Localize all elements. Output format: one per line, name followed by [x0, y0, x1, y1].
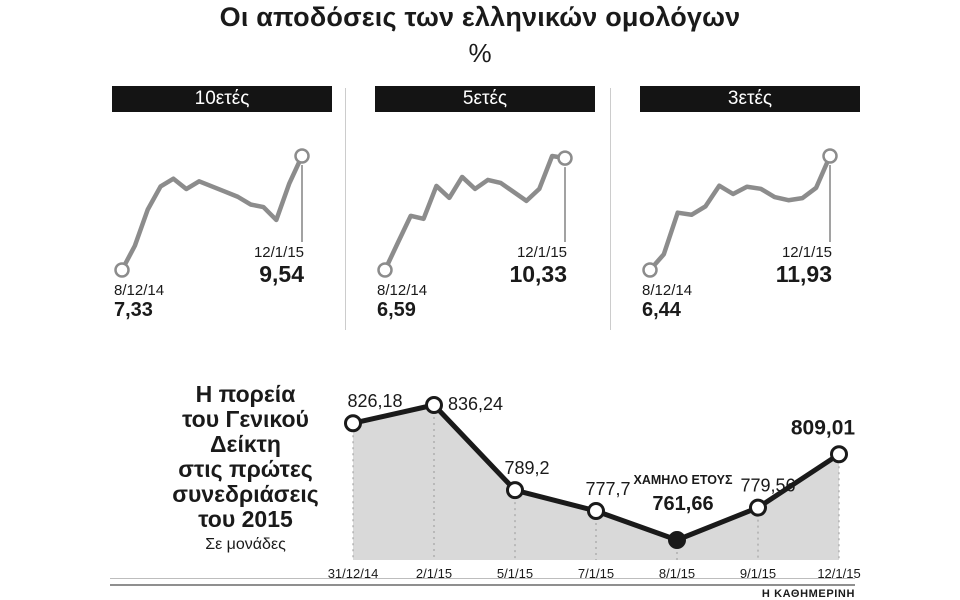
value-label: 761,66: [652, 493, 713, 515]
low-of-year-annotation: ΧΑΜΗΛΟ ΕΤΟΥΣ: [634, 473, 733, 487]
bottom-rule-light: [110, 578, 855, 579]
x-axis-label: 31/12/14: [328, 566, 379, 581]
end-marker: [557, 150, 573, 166]
point-marker: [425, 396, 443, 414]
panel-10-year-header: 10ετές: [112, 86, 332, 112]
sparkline-path: [119, 153, 305, 273]
panel-divider: [345, 88, 346, 330]
index-chart-title: Η πορεία του Γενικού Δείκτη στις πρώτες …: [172, 381, 319, 533]
start-date-label: 8/12/14: [114, 282, 165, 299]
point-marker: [830, 445, 848, 464]
start-value-label: 7,33: [114, 299, 153, 321]
sparkline-path: [382, 153, 568, 273]
value-label: 809,01: [791, 416, 856, 439]
source-label: Η ΚΑΘΗΜΕΡΙΝΗ: [761, 588, 855, 600]
start-marker: [377, 262, 393, 278]
panel-3-year-header: 3ετές: [640, 86, 860, 112]
bottom-rule-dark: [110, 584, 855, 586]
end-value-label: 9,54: [259, 261, 304, 287]
start-marker: [114, 262, 130, 278]
panel-3-year: 3ετές 8/12/14 6,44 12/1/15 11,93: [640, 86, 860, 331]
point-marker: [344, 414, 362, 433]
point-marker: [587, 501, 605, 520]
sparkline-3-year: [642, 148, 838, 278]
x-axis-label: 7/1/15: [578, 566, 614, 581]
end-value-label: 10,33: [509, 261, 567, 287]
end-marker: [822, 148, 838, 164]
value-label: 779,56: [740, 476, 795, 496]
sparkline-path: [647, 153, 833, 273]
general-index-chart: 826,18 836,24 789,2 777,7 761,66 779,56 809,01…: [328, 391, 861, 581]
x-axis-label: 5/1/15: [497, 566, 533, 581]
value-label: 826,18: [347, 391, 402, 411]
value-label: 777,7: [585, 479, 630, 499]
value-label: 789,2: [504, 458, 549, 478]
index-chart-heading-block: Η πορεία του Γενικού Δείκτη στις πρώτες …: [158, 381, 333, 554]
x-axis-label: 8/1/15: [659, 566, 695, 581]
end-date-label: 12/1/15: [516, 244, 567, 261]
start-date-label: 8/12/14: [377, 282, 428, 299]
x-axis-label: 12/1/15: [817, 566, 860, 581]
value-label: 836,24: [448, 394, 503, 414]
end-value-label: 11,93: [775, 261, 832, 287]
area-fill: [353, 405, 839, 560]
end-marker: [294, 148, 310, 164]
sparkline-10-year: [114, 148, 310, 278]
point-marker: [506, 481, 524, 500]
panel-divider: [610, 88, 611, 330]
low-point-marker: [668, 531, 686, 549]
start-value-label: 6,44: [642, 299, 681, 321]
point-marker: [749, 498, 767, 517]
panel-5-year-header: 5ετές: [375, 86, 595, 112]
page-title: Οι αποδόσεις των ελληνικών ομολόγων: [219, 2, 741, 32]
index-chart-units: Σε μονάδες: [205, 536, 286, 554]
x-axis-label: 9/1/15: [740, 566, 776, 581]
panel-5-year: 5ετές 8/12/14 6,59 12/1/15 10,33: [375, 86, 595, 331]
end-date-label: 12/1/15: [781, 244, 832, 261]
start-value-label: 6,59: [377, 299, 416, 321]
sparkline-5-year: [377, 150, 573, 278]
panel-10-year: 10ετές 8/12/14 7,33 12/1/15 9,54: [112, 86, 332, 331]
end-date-label: 12/1/15: [253, 244, 304, 261]
x-axis-label: 2/1/15: [416, 566, 452, 581]
start-marker: [642, 262, 658, 278]
start-date-label: 8/12/14: [642, 282, 693, 299]
percent-subtitle: %: [468, 38, 492, 68]
